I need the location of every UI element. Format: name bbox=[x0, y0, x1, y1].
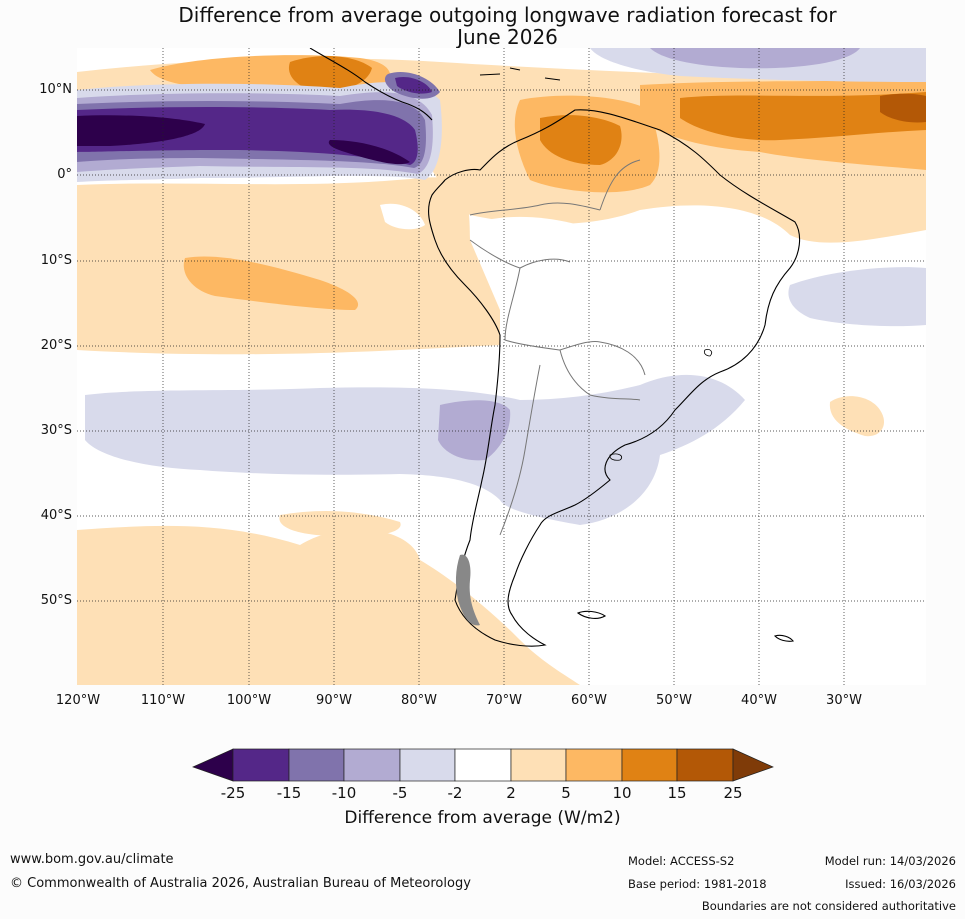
anomaly-positive-pacific bbox=[183, 256, 359, 310]
map-title: Difference from average outgoing longwav… bbox=[0, 4, 965, 48]
lon-label-120w: 120°W bbox=[55, 693, 101, 708]
colorbar-tick: 25 bbox=[723, 784, 743, 802]
anomaly-positive-atlantic-max bbox=[880, 93, 926, 123]
footer-model-run: Model run: 14/03/2026 bbox=[824, 854, 956, 868]
lat-label-50s: 50°S bbox=[40, 593, 72, 608]
anomaly-positive-atlantic-core bbox=[680, 92, 926, 141]
colorbar-swatch-7 bbox=[565, 748, 623, 782]
footer-model: Model: ACCESS-S2 bbox=[628, 854, 735, 868]
colorbar-swatch-3 bbox=[343, 748, 401, 782]
colorbar-tick: -25 bbox=[220, 784, 246, 802]
colorbar-swatch-8 bbox=[621, 748, 678, 782]
lat-label-0: 0° bbox=[57, 167, 72, 182]
lon-label-40w: 40°W bbox=[741, 693, 777, 708]
colorbar-tick: 10 bbox=[612, 784, 632, 802]
lon-label-80w: 80°W bbox=[401, 693, 437, 708]
colorbar-tick: 15 bbox=[667, 784, 687, 802]
anomaly-negative-north-core bbox=[650, 48, 860, 69]
lat-label-10n: 10°N bbox=[39, 82, 72, 97]
colorbar-swatch-2 bbox=[288, 748, 345, 782]
footer-disclaimer: Boundaries are not considered authoritat… bbox=[701, 899, 956, 913]
anomaly-negative-midlat bbox=[85, 374, 745, 525]
anomaly-negative-east bbox=[788, 267, 926, 327]
lon-label-30w: 30°W bbox=[826, 693, 862, 708]
colorbar-tick: 2 bbox=[506, 784, 516, 802]
colorbar-swatch-1 bbox=[232, 748, 290, 782]
falklands bbox=[576, 610, 607, 619]
colorbar-tick: -5 bbox=[392, 784, 408, 802]
colorbar-swatch-4 bbox=[399, 748, 456, 782]
caribbean-islands bbox=[479, 67, 561, 81]
colorbar bbox=[192, 748, 774, 782]
title-line-2: June 2026 bbox=[457, 25, 558, 49]
lat-label-30s: 30°S bbox=[40, 423, 72, 438]
colorbar-tick: -10 bbox=[331, 784, 357, 802]
anomaly-negative-max bbox=[77, 115, 205, 146]
anomaly-positive-atlantic bbox=[829, 396, 885, 437]
colorbar-tick: -15 bbox=[276, 784, 302, 802]
lat-label-10s: 10°S bbox=[40, 253, 72, 268]
anomaly-positive-south bbox=[77, 525, 580, 685]
lon-label-110w: 110°W bbox=[140, 693, 186, 708]
lon-label-60w: 60°W bbox=[571, 693, 607, 708]
anomaly-positive-patagonia bbox=[279, 510, 401, 537]
lat-label-40s: 40°S bbox=[40, 508, 72, 523]
anomaly-field bbox=[77, 48, 926, 685]
lon-label-50w: 50°W bbox=[656, 693, 692, 708]
colorbar-swatch-6 bbox=[510, 748, 567, 782]
colorbar-tick: -2 bbox=[447, 784, 463, 802]
country-borders bbox=[469, 159, 646, 536]
anomaly-positive-central-america bbox=[288, 56, 372, 92]
anomaly-negative-panama-core bbox=[395, 76, 432, 94]
lon-label-100w: 100°W bbox=[226, 693, 272, 708]
south-america-coastline bbox=[428, 109, 801, 647]
anomaly-neutral-2 bbox=[380, 203, 425, 230]
colorbar-swatch-5 bbox=[454, 748, 512, 782]
colorbar-label: Difference from average (W/m2) bbox=[344, 808, 621, 828]
anomaly-negative-midlat-core bbox=[438, 400, 511, 461]
anomaly-positive-tropics bbox=[77, 177, 500, 355]
chile-fjords bbox=[455, 554, 480, 626]
lat-label-20s: 20°S bbox=[40, 338, 72, 353]
lakes bbox=[609, 349, 713, 461]
anomaly-neutral-1 bbox=[480, 216, 632, 345]
footer-issued: Issued: 16/03/2026 bbox=[845, 877, 956, 891]
lon-label-70w: 70°W bbox=[486, 693, 522, 708]
title-line-1: Difference from average outgoing longwav… bbox=[178, 3, 837, 27]
south-georgia bbox=[773, 634, 794, 642]
colorbar-swatch-9 bbox=[676, 748, 734, 782]
anomaly-positive-venezuela bbox=[540, 115, 622, 165]
colorbar-tick: 5 bbox=[561, 784, 571, 802]
coastlines bbox=[309, 48, 801, 647]
graticule bbox=[77, 48, 926, 685]
colorbar-max-arrow bbox=[732, 748, 774, 782]
footer-base-period: Base period: 1981-2018 bbox=[628, 877, 767, 891]
central-america-coastline bbox=[309, 48, 433, 121]
footer-website[interactable]: www.bom.gov.au/climate bbox=[10, 852, 174, 867]
colorbar-min-arrow bbox=[192, 748, 234, 782]
footer-copyright: © Commonwealth of Australia 2026, Austra… bbox=[10, 876, 471, 891]
anomaly-negative-max-2 bbox=[328, 140, 410, 165]
lon-label-90w: 90°W bbox=[316, 693, 352, 708]
